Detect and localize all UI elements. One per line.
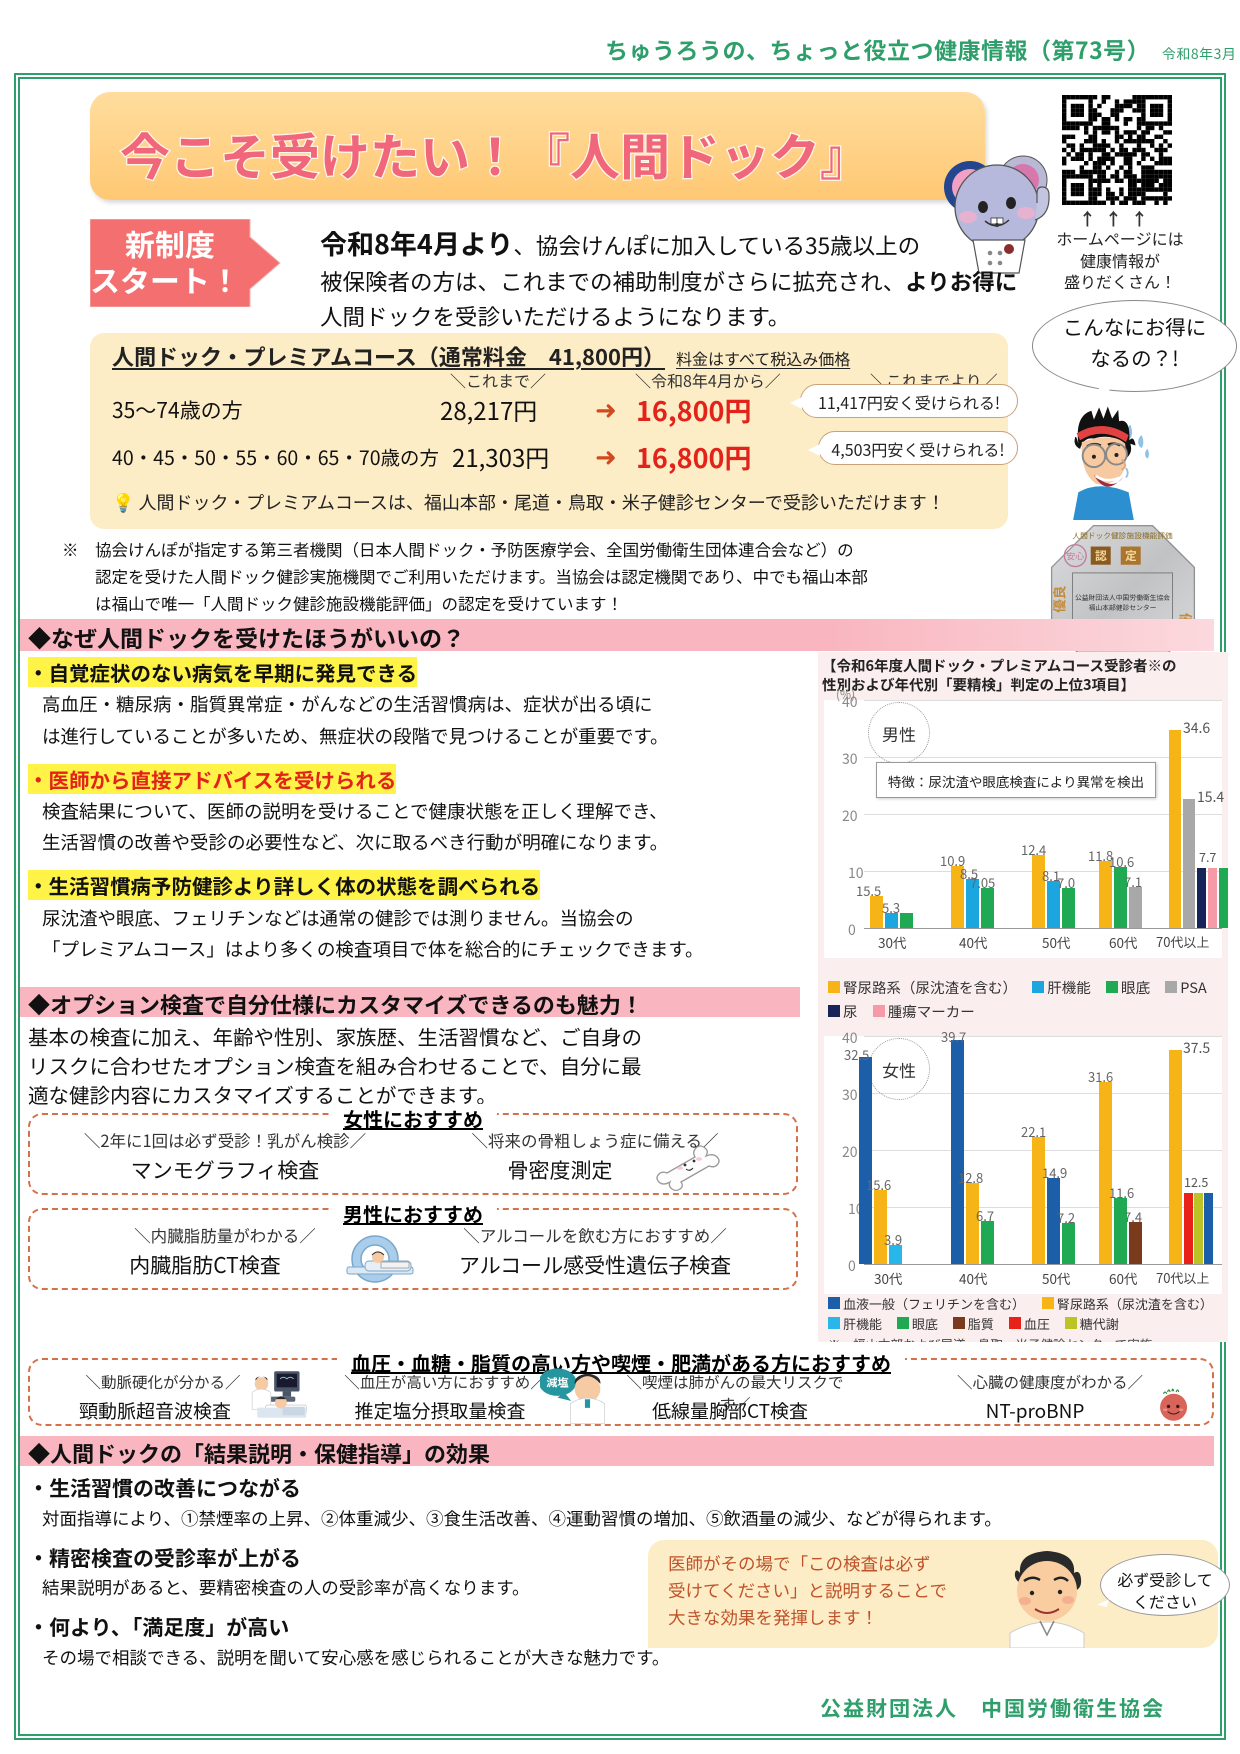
svg-text:スタート！: スタート！ xyxy=(90,257,240,301)
svg-text:認: 認 xyxy=(1095,547,1107,564)
svg-text:公益財団法人中国労働衛生協会: 公益財団法人中国労働衛生協会 xyxy=(1075,592,1170,602)
svg-text:減塩: 減塩 xyxy=(546,1374,568,1390)
svg-text:安心: 安心 xyxy=(1066,548,1084,562)
svg-text:福山本部健診センター: 福山本部健診センター xyxy=(1089,602,1157,612)
svg-text:人間ドック健診施設機能評価: 人間ドック健診施設機能評価 xyxy=(1072,530,1173,541)
svg-text:定: 定 xyxy=(1125,547,1137,564)
svg-text:優良: 優良 xyxy=(1048,585,1068,613)
